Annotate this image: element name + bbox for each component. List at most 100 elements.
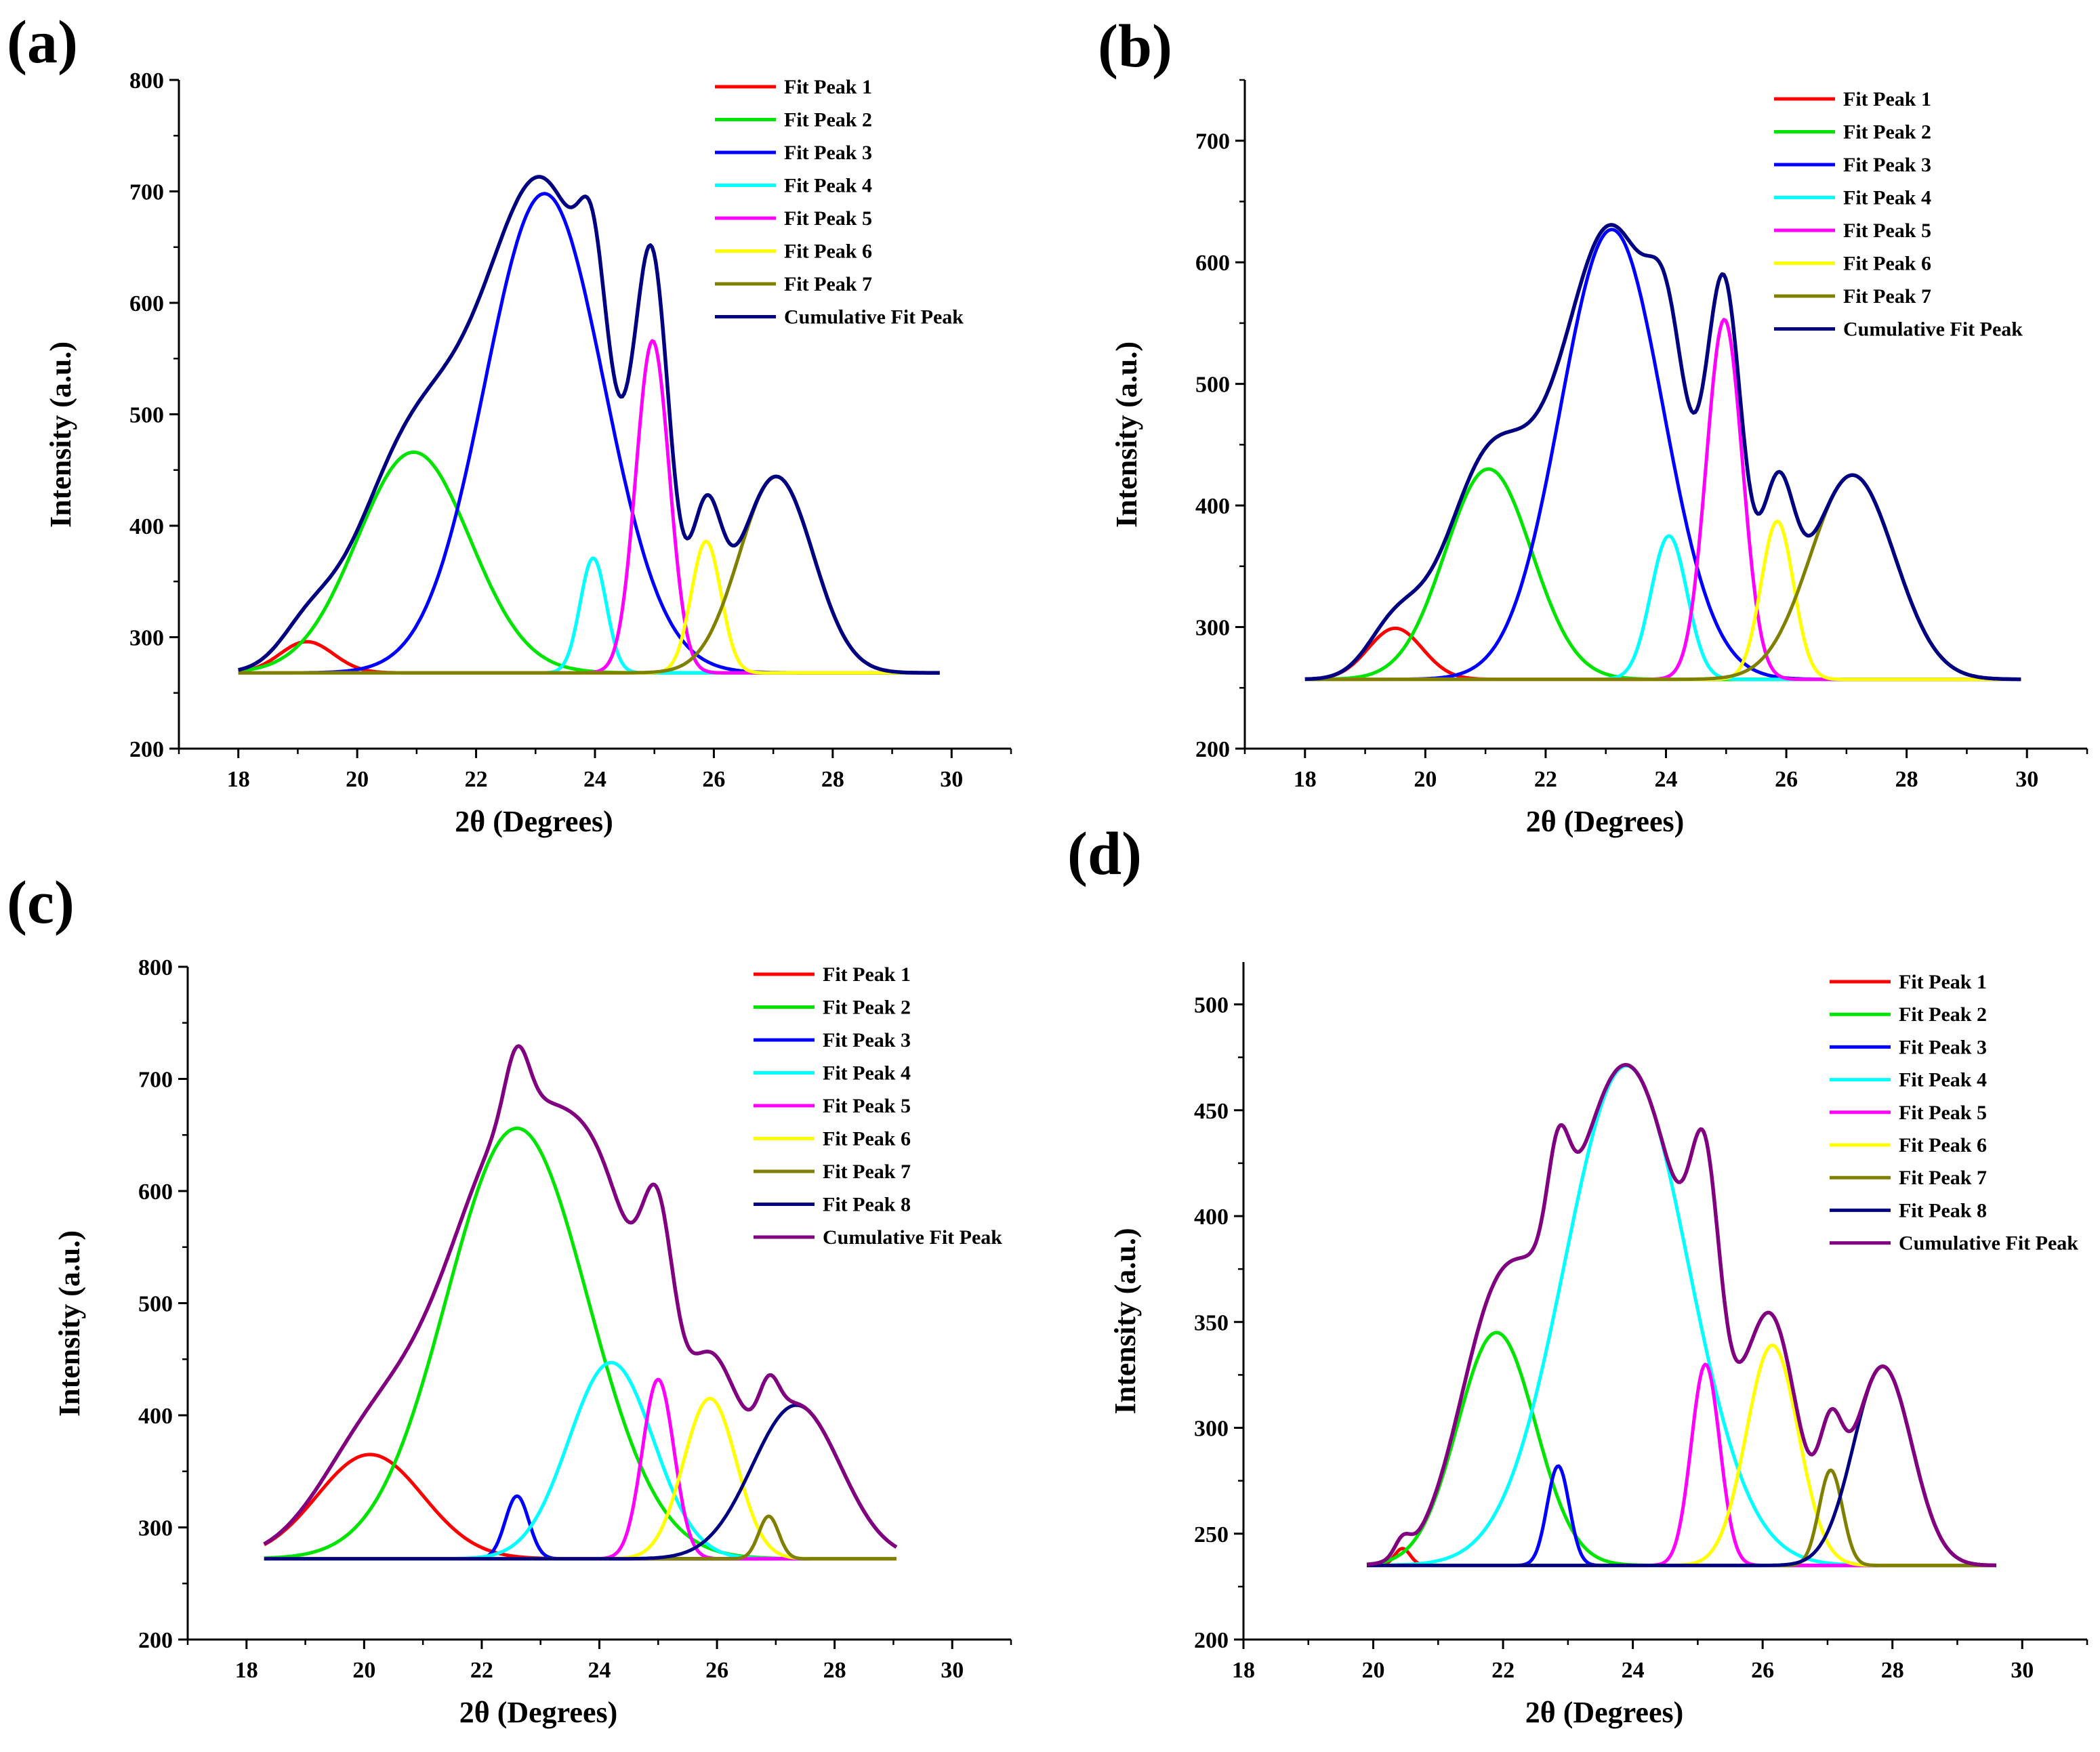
legend: Fit Peak 1 Fit Peak 2 Fit Peak 3 Fit Peak 4… [754, 963, 1002, 1249]
y-tick-label: 600 [138, 1180, 173, 1205]
series-line-fit-peak-6 [1366, 1343, 1997, 1568]
x-axis-title: 2θ (Degrees) [1525, 1696, 1684, 1729]
y-tick-label: 450 [1194, 1099, 1229, 1124]
y-tick-label: 600 [129, 291, 164, 316]
legend-label: Fit Peak 1 [823, 963, 911, 986]
chart-panel-4: (d) 200 250 300 350 400 450 500 18 20 22 24 26 28 30 2θ… [1067, 820, 2088, 1729]
y-tick-label: 500 [1195, 373, 1230, 398]
legend-label: Fit Peak 4 [823, 1062, 911, 1085]
x-tick-label: 28 [821, 767, 844, 792]
x-tick-label: 28 [823, 1658, 846, 1683]
x-tick-label: 20 [1362, 1658, 1385, 1683]
x-tick-label: 28 [1895, 767, 1918, 792]
x-axis-title: 2θ (Degrees) [459, 1696, 618, 1729]
x-tick-label: 18 [227, 767, 250, 792]
legend-label: Cumulative Fit Peak [784, 306, 964, 329]
y-tick-label: 250 [1194, 1522, 1229, 1547]
legend-label: Fit Peak 6 [784, 241, 872, 263]
y-tick-label: 400 [1194, 1205, 1229, 1230]
y-tick-label: 400 [1195, 494, 1230, 519]
panel-letter: (d) [1067, 820, 1142, 888]
legend-label: Fit Peak 7 [1899, 1167, 1987, 1189]
legend-label: Fit Peak 2 [823, 997, 911, 1019]
legend-label: Fit Peak 1 [1899, 971, 1987, 993]
legend-label: Fit Peak 5 [784, 207, 872, 230]
legend-label: Fit Peak 5 [1843, 220, 1931, 242]
x-tick-label: 22 [1534, 767, 1557, 792]
legend-label: Fit Peak 2 [784, 109, 872, 131]
y-tick-label: 350 [1194, 1310, 1229, 1335]
y-tick-label: 800 [129, 68, 164, 93]
series-line-fit-peak-3 [238, 192, 940, 675]
legend-label: Fit Peak 4 [1899, 1069, 1987, 1091]
y-tick-label: 700 [138, 1068, 173, 1093]
legend-label: Fit Peak 7 [784, 273, 872, 295]
series-line-cumulative [238, 175, 940, 675]
legend-label: Fit Peak 4 [784, 175, 872, 197]
legend-label: Fit Peak 1 [1843, 88, 1931, 110]
y-tick-label: 500 [129, 403, 164, 428]
legend: Fit Peak 1 Fit Peak 2 Fit Peak 3 Fit Peak 4… [715, 76, 964, 329]
panel-letter: (a) [7, 9, 78, 76]
y-tick-label: 200 [1194, 1628, 1229, 1653]
series-line-fit-peak-2 [1366, 1331, 1997, 1568]
legend-label: Fit Peak 3 [823, 1029, 911, 1051]
series-line-fit-peak-2 [264, 1126, 897, 1561]
x-tick-label: 30 [2011, 1658, 2034, 1683]
y-tick-label: 200 [129, 737, 164, 762]
legend-label: Fit Peak 3 [784, 142, 872, 164]
x-tick-label: 24 [588, 1658, 611, 1683]
legend-label: Fit Peak 3 [1843, 154, 1931, 176]
x-tick-label: 20 [352, 1658, 375, 1683]
x-tick-label: 28 [1881, 1658, 1904, 1683]
y-tick-label: 400 [129, 514, 164, 539]
y-tick-label: 500 [138, 1292, 173, 1317]
x-tick-label: 30 [2015, 767, 2038, 792]
x-tick-label: 18 [1232, 1658, 1255, 1683]
chart-panel-2: (b) 200 300 400 500 600 700 18 20 22 24 26 28 30 2θ (D… [1098, 13, 2088, 838]
y-tick-label: 600 [1195, 251, 1230, 276]
legend-label: Fit Peak 5 [823, 1095, 911, 1117]
legend-label: Fit Peak 8 [823, 1194, 911, 1216]
series-line-fit-peak-5 [238, 339, 940, 675]
series-line-cumulative [263, 1044, 898, 1549]
x-tick-label: 26 [702, 767, 725, 792]
y-tick-label: 500 [1194, 993, 1229, 1018]
legend-label: Fit Peak 7 [823, 1161, 911, 1183]
series-line-fit-peak-8 [264, 1403, 898, 1561]
series-line-fit-peak-7 [1304, 473, 2021, 682]
x-tick-label: 24 [1655, 767, 1678, 792]
legend: Fit Peak 1 Fit Peak 2 Fit Peak 3 Fit Peak 4… [1830, 971, 2078, 1255]
y-tick-label: 300 [1194, 1417, 1229, 1442]
legend-label: Fit Peak 6 [1899, 1134, 1987, 1156]
x-tick-label: 26 [705, 1658, 728, 1683]
panel-letter: (b) [1098, 13, 1172, 80]
x-tick-label: 30 [940, 767, 963, 792]
series-line-cumulative [1304, 223, 2021, 682]
y-tick-label: 200 [1195, 737, 1230, 762]
legend: Fit Peak 1 Fit Peak 2 Fit Peak 3 Fit Peak 4… [1774, 88, 2023, 341]
legend-label: Fit Peak 4 [1843, 187, 1931, 209]
y-axis-title: Intensity (a.u.) [1109, 1228, 1142, 1414]
x-axis-title: 2θ (Degrees) [455, 805, 613, 838]
x-tick-label: 22 [465, 767, 488, 792]
series-line-cumulative [1366, 1063, 1997, 1568]
series-line-fit-peak-5 [1304, 318, 2021, 682]
legend-label: Fit Peak 1 [784, 76, 872, 98]
legend-label: Fit Peak 5 [1899, 1102, 1987, 1124]
y-tick-label: 800 [138, 955, 173, 980]
x-tick-label: 24 [583, 767, 606, 792]
legend-label: Fit Peak 6 [1843, 253, 1931, 275]
y-tick-label: 300 [138, 1516, 173, 1541]
series-line-fit-peak-1 [263, 1453, 897, 1561]
panel-letter: (c) [7, 869, 75, 936]
x-tick-label: 20 [346, 767, 369, 792]
y-axis-title: Intensity (a.u.) [53, 1230, 86, 1417]
legend-label: Cumulative Fit Peak [1843, 318, 2023, 341]
y-tick-label: 700 [129, 180, 164, 205]
x-tick-label: 22 [1491, 1658, 1515, 1683]
y-axis-title: Intensity (a.u.) [44, 341, 77, 528]
y-tick-label: 200 [138, 1628, 173, 1653]
x-tick-label: 26 [1775, 767, 1798, 792]
